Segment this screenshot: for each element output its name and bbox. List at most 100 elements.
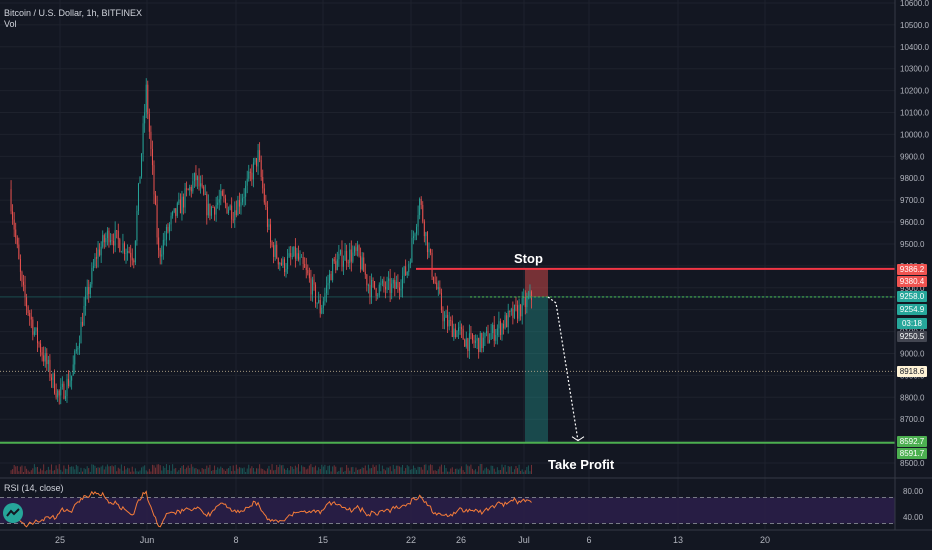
volume-bar <box>245 471 247 474</box>
candle-body <box>395 281 397 289</box>
y-tick-label: 10000.0 <box>900 130 929 139</box>
volume-bar <box>347 467 349 474</box>
price-tag: 9254.9 <box>897 304 927 315</box>
candle-body <box>347 262 349 264</box>
rsi-label: RSI (14, close) <box>4 483 64 493</box>
candle-body <box>301 256 303 258</box>
volume-bar <box>349 470 351 474</box>
candle-body <box>147 84 149 115</box>
volume-bar <box>485 467 487 474</box>
volume-bar <box>524 470 526 474</box>
volume-bar <box>47 466 49 474</box>
volume-bar <box>531 464 532 474</box>
volume-bar <box>316 470 318 474</box>
volume-bar <box>470 464 472 474</box>
candle-body <box>197 176 198 181</box>
y-tick-label: 8800.0 <box>900 393 925 402</box>
candle-body <box>332 259 334 281</box>
tradingview-logo-icon[interactable] <box>3 503 23 523</box>
volume-bar <box>499 469 501 474</box>
volume-bar <box>66 469 68 474</box>
candle-body <box>172 211 174 216</box>
y-tick-label: 10200.0 <box>900 87 929 96</box>
volume-bar <box>374 466 376 474</box>
candle-body <box>204 194 206 195</box>
candle-body <box>189 186 191 191</box>
take-profit-label: Take Profit <box>548 457 615 472</box>
price-tag: 8918.6 <box>897 366 927 377</box>
candle-body <box>198 176 200 187</box>
candle-body <box>341 250 343 267</box>
candle-body <box>526 297 528 307</box>
volume-bar <box>15 466 17 474</box>
volume-bar <box>526 466 528 474</box>
rsi-line <box>10 490 532 528</box>
volume-bar <box>187 465 189 474</box>
candle-body <box>85 295 87 306</box>
volume-bar <box>210 470 212 474</box>
candle-body <box>193 172 195 182</box>
volume-bar <box>24 466 26 474</box>
candle-body <box>159 250 161 257</box>
candle-body <box>234 210 236 221</box>
candle-body <box>217 202 219 205</box>
volume-bar <box>271 464 273 474</box>
volume-bar <box>128 468 130 474</box>
volume-bar <box>176 471 178 474</box>
candle-body <box>398 287 400 291</box>
volume-bar <box>33 464 35 474</box>
volume-bar <box>475 469 477 474</box>
price-tag: 9380.4 <box>897 276 927 287</box>
volume-bar <box>60 469 62 474</box>
volume-bar <box>273 470 275 474</box>
volume-bar <box>221 467 223 474</box>
volume-bar <box>110 466 111 474</box>
candle-body <box>271 241 273 246</box>
volume-bar <box>252 468 254 474</box>
candle-body <box>41 352 43 356</box>
candle-body <box>330 273 332 281</box>
volume-bar <box>352 466 354 474</box>
volume-bar <box>369 468 371 474</box>
candle-body <box>442 310 444 322</box>
candle-body <box>416 226 418 234</box>
volume-bar <box>389 466 391 474</box>
candle-body <box>358 245 360 256</box>
candle-body <box>361 257 363 270</box>
candle-body <box>201 183 203 187</box>
volume-bar <box>397 465 399 474</box>
volume-bar <box>409 469 411 474</box>
candle-body <box>184 188 186 208</box>
volume-bar <box>459 468 461 474</box>
candle-body <box>405 266 407 276</box>
volume-bar <box>201 468 203 474</box>
volume-bar <box>445 468 447 474</box>
volume-bar <box>148 468 150 474</box>
candle-body <box>447 315 449 327</box>
volume-bar <box>293 468 295 474</box>
candle-body <box>470 333 472 335</box>
volume-bar <box>77 466 79 474</box>
volume-bar <box>304 467 306 474</box>
volume-bar <box>299 471 301 474</box>
volume-bar <box>204 468 206 474</box>
candle-body <box>339 250 341 254</box>
volume-bar <box>16 466 18 474</box>
candle-body <box>106 230 108 239</box>
price-tag: 8591.7 <box>897 448 927 459</box>
volume-bar <box>315 465 317 474</box>
candle-body <box>481 333 483 349</box>
candle-body <box>336 259 338 271</box>
x-tick-label: 26 <box>456 535 466 545</box>
volume-bar <box>294 465 296 474</box>
volume-bar <box>212 470 214 474</box>
volume-bar <box>89 471 91 474</box>
candle-body <box>279 262 281 265</box>
volume-bar <box>442 471 444 474</box>
candle-body <box>377 295 379 297</box>
candle-body <box>249 171 251 173</box>
candle-body <box>165 227 167 240</box>
y-tick-label: 8500.0 <box>900 459 925 468</box>
volume-bar <box>282 464 284 474</box>
